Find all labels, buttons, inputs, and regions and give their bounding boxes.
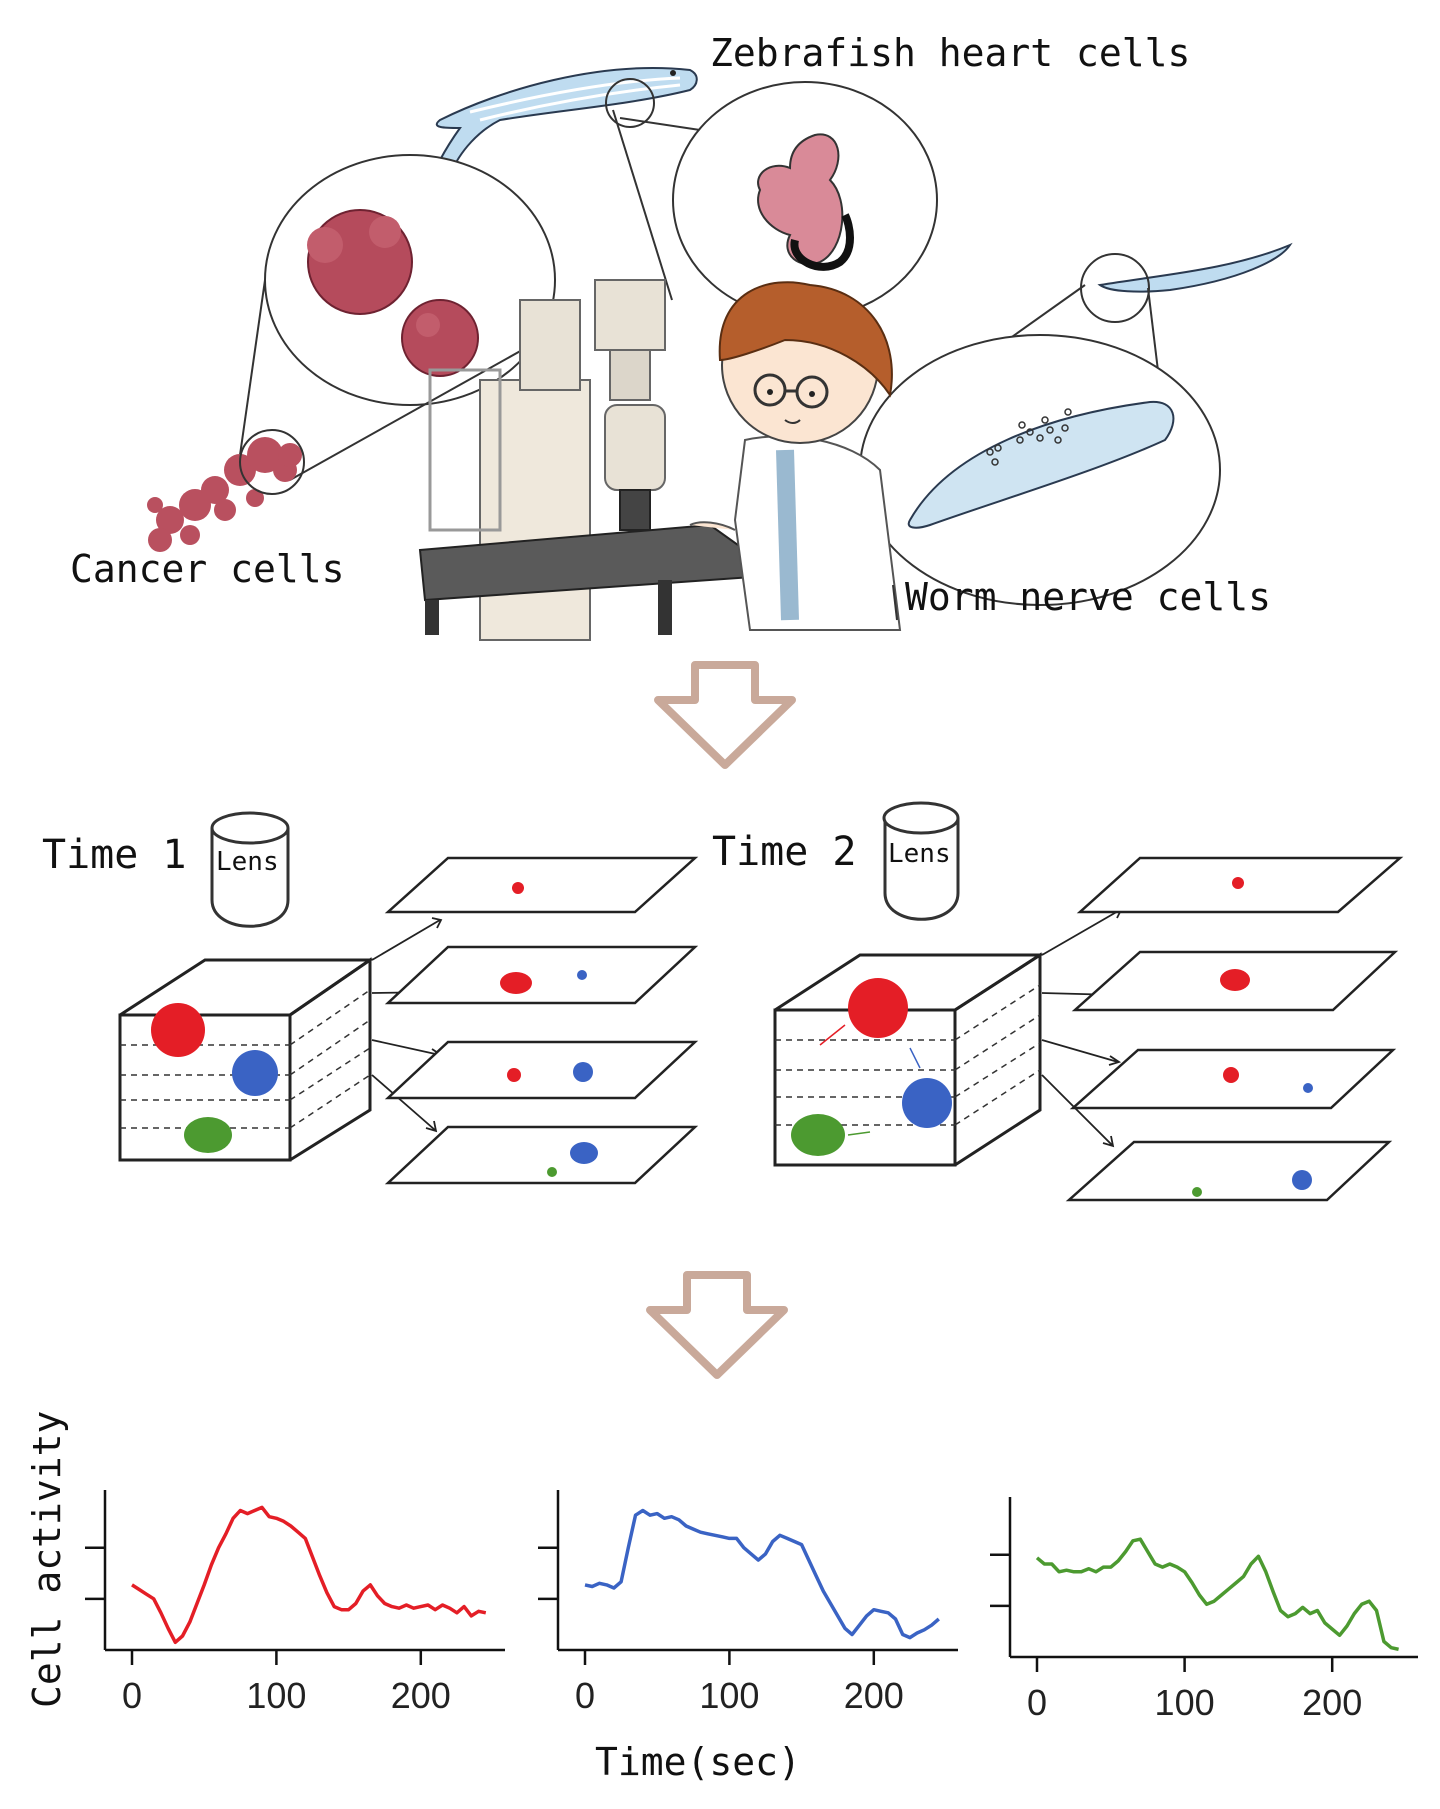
time1-label: Time 1 (42, 832, 187, 878)
worm-label: Worm nerve cells (905, 575, 1271, 619)
panel1-x-tick-label-2: 100 (246, 1675, 306, 1716)
cancer-cells-bubble (147, 154, 556, 552)
activity-charts: 0 100 200 0 100 200 0 100 200 (85, 1490, 1418, 1723)
down-arrow-2 (646, 1271, 788, 1379)
zebrafish-label: Zebrafish heart cells (710, 31, 1190, 75)
time2-blue-cell (902, 1078, 952, 1128)
panel2-x-tick-label-1: 0 (575, 1675, 595, 1716)
panel2-x-tick-label-3: 200 (844, 1675, 904, 1716)
cancer-cluster (147, 437, 302, 552)
time2-cube (773, 952, 1046, 1167)
time1-red-cell (151, 1003, 205, 1057)
y-axis-label: Cell activity (25, 1411, 69, 1708)
panel3-x-tick-label-2: 100 (1155, 1682, 1215, 1723)
time2-lens-label: Lens (888, 839, 951, 869)
panel3-x-tick-label-3: 200 (1302, 1682, 1362, 1723)
time1-slices (384, 856, 699, 1185)
zebrafish-drawing (435, 67, 698, 178)
panel1-x-tick-label-1: 0 (122, 1675, 142, 1716)
microscope-drawing (428, 279, 666, 641)
lab-table (418, 523, 783, 635)
time2-label: Time 2 (712, 829, 857, 875)
panel2-x-tick-label-2: 100 (699, 1675, 759, 1716)
time1-panel: Time 1 Lens (42, 811, 699, 1185)
time1-green-cell (184, 1117, 232, 1153)
time1-lens-label: Lens (216, 847, 279, 877)
time2-red-cell (848, 978, 908, 1038)
panel2-activity-line (584, 1508, 940, 1640)
top-illustration: Zebrafish heart cells Cancer cells Worm … (70, 31, 1293, 641)
panel3-x-tick-label-1: 0 (1027, 1682, 1047, 1723)
charts-area: Cell activity Time(sec) 0 100 200 0 100 200 0 1… (25, 1411, 1418, 1784)
panel1-activity-line (131, 1505, 487, 1645)
down-arrow-1 (654, 661, 796, 769)
time2-green-cell (791, 1114, 845, 1156)
time2-panel: Time 2 Lens (712, 801, 1404, 1202)
panel1-x-tick-label-3: 200 (391, 1675, 451, 1716)
scientist-drawing (689, 281, 902, 631)
time1-lens: Lens (210, 811, 290, 928)
panel3-activity-line (1035, 1537, 1399, 1652)
time1-cube (118, 957, 375, 1162)
time2-slices (1065, 856, 1404, 1202)
x-axis-label: Time(sec) (595, 1740, 801, 1784)
time2-slice-arrows (1041, 907, 1123, 1148)
cancer-label: Cancer cells (70, 547, 345, 591)
heart-cells-bubble (612, 81, 938, 319)
time1-blue-cell (232, 1050, 278, 1096)
worm-cells-bubble (859, 242, 1293, 606)
time2-lens: Lens (882, 801, 960, 921)
